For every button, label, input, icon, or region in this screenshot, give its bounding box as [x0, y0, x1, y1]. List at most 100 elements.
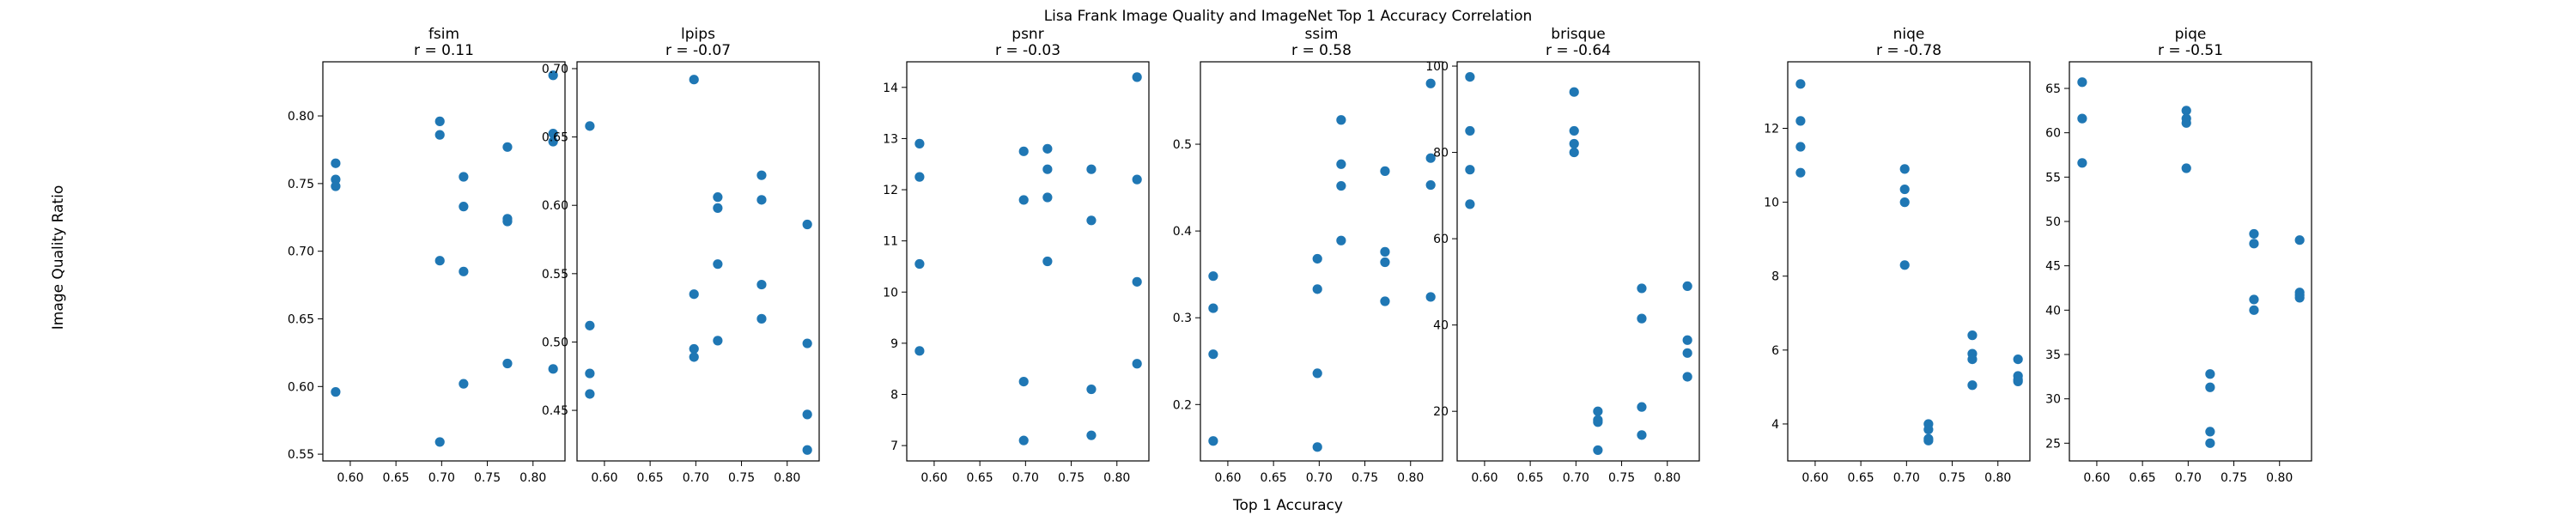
data-point: [1042, 143, 1053, 154]
data-point: [1465, 199, 1475, 209]
data-point: [1682, 335, 1692, 345]
x-tick-label: 0.80: [1397, 471, 1424, 485]
panel-correlation: r = -0.07: [665, 42, 731, 59]
y-tick-label: 0.80: [288, 110, 314, 124]
data-point: [459, 202, 469, 212]
data-point: [2181, 118, 2191, 128]
y-tick-label: 65: [2045, 82, 2061, 96]
x-tick-label: 0.80: [519, 471, 546, 485]
axes-frame: [2069, 61, 2312, 462]
y-tick-label: 35: [2045, 348, 2061, 362]
data-point: [1795, 142, 1806, 152]
data-point: [585, 320, 595, 330]
data-point: [1593, 406, 1603, 416]
data-point: [2181, 163, 2191, 173]
x-tick-label: 0.70: [683, 471, 709, 485]
x-tick-label: 0.65: [967, 471, 993, 485]
data-point: [1967, 330, 1978, 341]
y-tick-label: 6: [1771, 344, 1779, 358]
data-point: [2077, 158, 2087, 168]
x-tick-label: 0.60: [1801, 471, 1828, 485]
data-point: [1208, 303, 1218, 313]
y-tick-label: 80: [1433, 147, 1449, 161]
data-point: [2249, 228, 2259, 239]
y-tick-label: 40: [1433, 319, 1449, 333]
y-tick-label: 12: [1764, 123, 1779, 136]
data-point: [1682, 281, 1692, 292]
data-point: [1086, 430, 1097, 440]
x-tick-label: 0.70: [428, 471, 455, 485]
y-tick-label: 50: [2045, 215, 2061, 229]
x-tick-label: 0.80: [2266, 471, 2293, 485]
data-point: [1380, 246, 1390, 257]
data-point: [331, 158, 341, 168]
data-point: [331, 387, 341, 397]
axes-frame: [1456, 61, 1700, 462]
x-tick-label: 0.70: [2175, 471, 2202, 485]
data-point: [1380, 166, 1390, 176]
data-point: [548, 70, 558, 81]
y-tick-label: 0.4: [1173, 225, 1192, 239]
data-point: [1425, 78, 1436, 88]
y-tick-label: 0.60: [542, 199, 568, 213]
y-tick-label: 0.55: [542, 268, 568, 282]
data-point: [1967, 354, 1978, 365]
y-tick-label: 14: [883, 82, 898, 95]
data-point: [756, 170, 767, 180]
data-point: [1425, 153, 1436, 163]
y-tick-label: 0.45: [542, 404, 568, 418]
x-tick-label: 0.65: [383, 471, 410, 485]
data-point: [914, 346, 925, 356]
data-point: [1593, 445, 1603, 456]
data-point: [2205, 382, 2215, 392]
data-point: [2249, 305, 2259, 315]
data-point: [689, 343, 699, 354]
panel-correlation: r = -0.64: [1546, 42, 1611, 59]
axes-frame: [322, 61, 566, 462]
data-point: [502, 358, 513, 369]
x-tick-label: 0.80: [774, 471, 800, 485]
data-point: [459, 172, 469, 182]
x-tick-label: 0.70: [1563, 471, 1589, 485]
y-tick-label: 0.65: [288, 312, 314, 326]
panel-correlation: r = 0.58: [1291, 42, 1352, 59]
axes-frame: [906, 61, 1150, 462]
y-tick-label: 0.5: [1173, 138, 1192, 152]
data-point: [1312, 253, 1322, 264]
data-point: [548, 364, 558, 374]
data-point: [331, 181, 341, 191]
data-point: [1086, 384, 1097, 395]
data-point: [1042, 164, 1053, 174]
data-point: [1132, 359, 1142, 369]
y-tick-label: 40: [2045, 304, 2061, 318]
data-point: [1899, 260, 1910, 270]
y-tick-label: 0.55: [288, 448, 314, 462]
x-tick-label: 0.60: [591, 471, 617, 485]
data-point: [2013, 354, 2023, 365]
y-tick-label: 0.65: [542, 131, 568, 145]
data-point: [1132, 174, 1142, 185]
figure-suptitle: Lisa Frank Image Quality and ImageNet To…: [1044, 8, 1533, 25]
data-point: [1380, 296, 1390, 306]
data-point: [914, 172, 925, 182]
data-point: [1380, 257, 1390, 268]
axes-frame: [576, 61, 820, 462]
data-point: [1312, 442, 1322, 452]
figure-xlabel: Top 1 Accuracy: [1232, 497, 1343, 514]
data-point: [1018, 146, 1029, 156]
data-point: [1569, 138, 1579, 149]
data-point: [1569, 87, 1579, 97]
x-tick-label: 0.70: [1012, 471, 1039, 485]
y-tick-label: 0.50: [542, 336, 568, 349]
data-point: [331, 174, 341, 185]
panel-title: brisque: [1551, 26, 1605, 43]
data-point: [1795, 79, 1806, 89]
data-point: [1682, 372, 1692, 382]
data-point: [1569, 147, 1579, 158]
x-tick-label: 0.80: [1984, 471, 2011, 485]
